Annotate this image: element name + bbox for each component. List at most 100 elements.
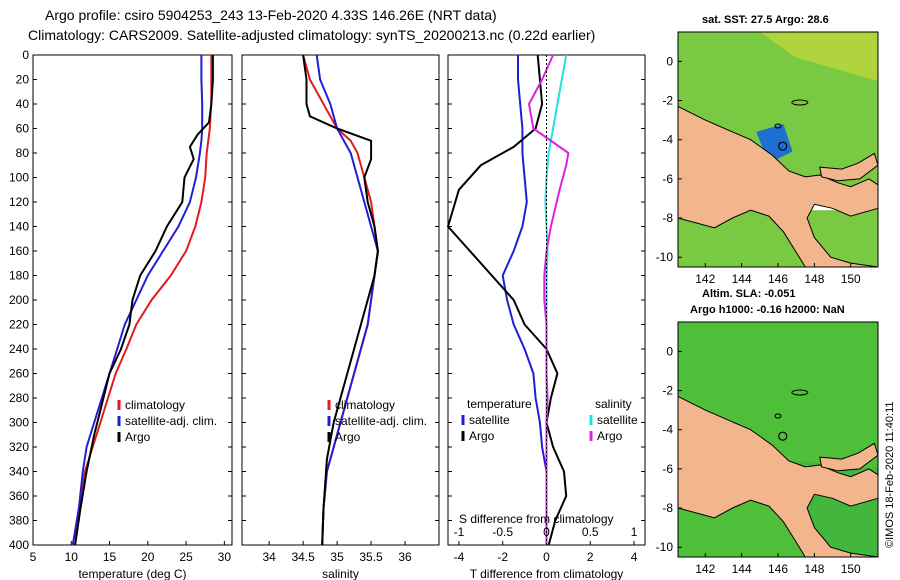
y-tick-label: 360 [9,489,29,503]
x-tick-label: 15 [103,550,117,564]
x-axis-label: temperature (deg C) [78,567,186,580]
x-tick-label: 4 [631,550,638,564]
series-line-argo [74,55,214,546]
legend-title-salinity: salinity [595,397,632,411]
salinity-panel: 34 34.5 35 35.5 36 salinity [241,54,440,580]
series-line-climatology [71,55,213,546]
top-tick-label: 1 [631,525,638,539]
series-line-salinity-argo [527,54,570,545]
y-tick-label: 40 [16,97,30,111]
x-tick-label: 20 [141,550,155,564]
header-line1: Argo profile: csiro 5904253_243 13-Feb-2… [45,7,497,23]
map-y-tick-label: -6 [662,172,673,186]
sla-map-title-1: Altim. SLA: -0.051 [702,288,796,300]
map-x-tick-label: 146 [768,562,788,576]
difference-panel: -4 -2 0 2 4 T difference from climatology -1 -0… [446,54,646,580]
x-tick-label: -2 [497,550,508,564]
island [791,389,809,396]
map-x-tick-label: 150 [841,562,861,576]
island [774,413,782,419]
top-tick-label: -0.5 [492,525,513,539]
y-tick-label: 180 [9,269,29,283]
top-tick-label: 0.5 [582,525,599,539]
x-tick-label: 25 [179,550,193,564]
x-axis-label: salinity [322,567,359,580]
map-y-tick-label: -10 [656,250,674,264]
x-tick-label: 30 [218,550,232,564]
series-line-temperature-argo [446,54,568,546]
legend-title-temperature: temperature [467,397,532,411]
series-line-argo [302,54,379,546]
x-tick-label: 10 [65,550,79,564]
y-tick-label: 340 [9,465,29,479]
y-tick-label: 100 [9,171,29,185]
map-y-tick-label: -4 [662,423,673,437]
map-y-tick-label: 0 [666,344,673,358]
y-tick-label: 280 [9,391,29,405]
x-tick-label: 0 [543,550,550,564]
map-y-tick-label: -8 [662,501,673,515]
y-tick-label: 240 [9,342,29,356]
top-axis-label: S difference from climatology [459,512,614,526]
map-y-tick-label: -2 [662,384,673,398]
y-tick-label: 140 [9,220,29,234]
y-tick-label: 60 [16,122,30,136]
legend-label-argo: Argo [335,430,361,444]
legend-label-sal-satellite: satellite [597,413,638,427]
x-axis-label: T difference from climatology [470,567,624,580]
temperature-legend: climatology satellite-adj. clim. Argo [117,398,217,444]
salinity-legend: climatology satellite-adj. clim. Argo [327,398,427,444]
y-tick-label: 400 [9,538,29,552]
map-x-tick-label: 148 [804,562,824,576]
legend-label-climatology: climatology [125,398,185,412]
y-tick-label: 160 [9,244,29,258]
map-x-tick-label: 142 [695,562,715,576]
legend-label-sal-argo: Argo [597,429,623,443]
y-tick-label: 380 [9,514,29,528]
depth-axis: 0 20 40 60 80 100 120 140 160 180 200 220 240 260 280 3… [9,48,29,552]
sla-map: 142 144 146 148 150 0 -2 -4 -6 -8 -10 [656,321,879,576]
map-x-tick-label: 150 [841,272,861,286]
x-tick-label: 35.5 [359,550,383,564]
y-tick-label: 220 [9,318,29,332]
map-x-tick-label: 144 [732,562,752,576]
map-y-tick-label: -6 [662,462,673,476]
sst-map: 142 144 146 148 150 0 -2 -4 -6 -8 -10 [656,31,879,286]
sla-map-title-2: Argo h1000: -0.16 h2000: NaN [690,304,845,316]
y-tick-label: 260 [9,367,29,381]
y-tick-label: 0 [22,48,29,62]
argo-position-marker [778,431,788,441]
plot-frame [241,54,440,546]
credit: ©IMOS 18-Feb-2020 11:40:11 [884,401,896,548]
sst-map-title: sat. SST: 27.5 Argo: 28.6 [702,14,829,26]
header-line2: Climatology: CARS2009. Satellite-adjuste… [28,27,595,43]
map-x-tick-label: 146 [768,272,788,286]
x-tick-label: -4 [454,550,465,564]
x-tick-label: 35 [330,550,344,564]
x-tick-label: 34 [262,550,276,564]
y-tick-label: 300 [9,416,29,430]
temperature-panel: 5 10 15 20 25 30 temperature (deg C) [30,54,233,580]
legend-label-satellite: satellite-adj. clim. [125,414,217,428]
x-tick-label: 2 [587,550,594,564]
map-y-tick-label: -8 [662,211,673,225]
top-tick-label: 0 [543,525,550,539]
legend-label-satellite: satellite-adj. clim. [335,414,427,428]
y-tick-label: 20 [16,73,30,87]
map-x-tick-label: 142 [695,272,715,286]
x-tick-label: 5 [30,550,37,564]
legend-label-temp-argo: Argo [469,429,495,443]
y-tick-label: 200 [9,293,29,307]
argo-position-marker [778,141,788,151]
x-tick-label: 36 [398,550,412,564]
y-tick-label: 80 [16,146,30,160]
series-line-temperature-satellite [501,55,548,545]
island [774,123,782,129]
map-y-tick-label: -10 [656,540,674,554]
series-line-satellite [71,55,204,546]
map-x-tick-label: 148 [804,272,824,286]
warm-patch [759,32,878,81]
map-y-tick-label: -4 [662,133,673,147]
top-tick-label: -1 [454,525,465,539]
